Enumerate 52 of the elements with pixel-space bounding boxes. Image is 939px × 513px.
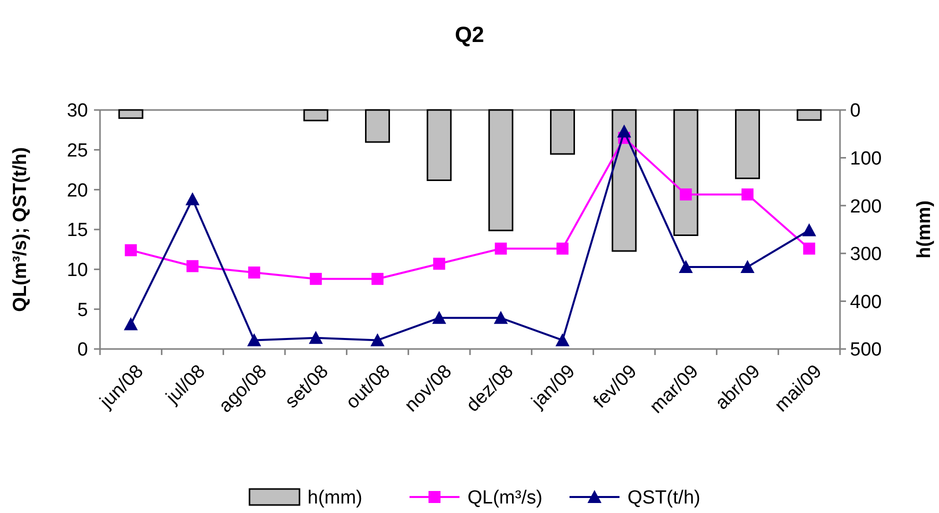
y2-tick-label: 0: [850, 100, 861, 122]
point: [742, 188, 754, 200]
point: [803, 242, 816, 255]
point: [617, 124, 632, 138]
legend-label: h(mm): [308, 488, 362, 509]
y-tick-label: 25: [66, 140, 88, 162]
bar: [796, 109, 822, 121]
point: [186, 192, 200, 206]
point: [556, 242, 568, 255]
y-tick-label: 5: [77, 300, 88, 321]
point: [124, 317, 138, 330]
bar: [426, 109, 452, 182]
y2-tick-label: 100: [850, 148, 882, 170]
bar: [303, 109, 328, 122]
bar: [735, 109, 760, 180]
bar: [550, 109, 575, 155]
point: [370, 333, 384, 346]
chart-title: Q2: [454, 22, 484, 47]
y-tick-label: 15: [66, 220, 88, 242]
y-tick-label: 10: [66, 260, 88, 281]
point: [680, 188, 692, 200]
point: [310, 272, 322, 285]
legend-label: QST(t/h): [628, 488, 700, 509]
bar: [365, 109, 390, 143]
y2-tick-label: 500: [850, 340, 882, 361]
point: [433, 258, 446, 270]
point: [802, 223, 816, 236]
bar: [673, 109, 698, 236]
bar: [118, 109, 144, 119]
legend-label: QL(m³/s): [468, 488, 542, 509]
bar: [488, 109, 514, 232]
y-axis-title: QL(m³/s); QST(t/h): [10, 147, 31, 312]
point: [247, 333, 262, 346]
y-tick-label: 0: [77, 340, 88, 361]
point: [494, 310, 508, 324]
y2-tick-label: 200: [850, 196, 882, 218]
y-tick-label: 20: [66, 180, 88, 202]
y2-axis-title: h(mm): [914, 200, 935, 259]
point: [432, 310, 446, 324]
point: [308, 330, 323, 344]
point: [678, 260, 693, 273]
point: [740, 260, 754, 273]
point: [494, 242, 507, 255]
y-tick-label: 30: [66, 100, 88, 122]
point: [556, 333, 570, 346]
y2-tick-label: 400: [850, 292, 882, 313]
point: [248, 266, 260, 279]
y2-tick-label: 300: [850, 244, 882, 266]
point: [372, 272, 384, 285]
bar: [612, 109, 637, 252]
point: [124, 244, 137, 256]
point: [186, 260, 198, 272]
